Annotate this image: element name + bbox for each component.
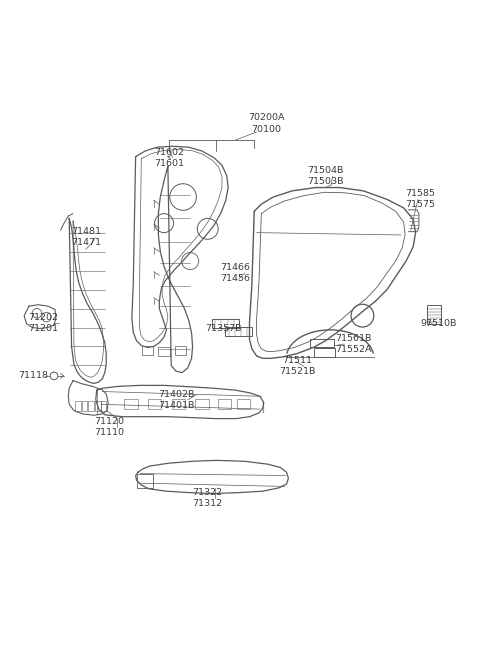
Bar xyxy=(427,305,441,324)
Text: 71511
71521B: 71511 71521B xyxy=(279,356,315,377)
Bar xyxy=(142,346,153,355)
Bar xyxy=(158,347,170,356)
Bar xyxy=(195,399,209,409)
Text: 71120
71110: 71120 71110 xyxy=(95,417,124,437)
Text: 71602
71601: 71602 71601 xyxy=(154,147,184,168)
Text: 71585
71575: 71585 71575 xyxy=(405,189,435,210)
Bar xyxy=(88,401,94,411)
Text: 97510B: 97510B xyxy=(420,319,456,328)
Bar xyxy=(148,399,161,409)
Bar xyxy=(313,348,335,357)
Text: 71481
71471: 71481 71471 xyxy=(71,227,101,248)
Bar xyxy=(137,474,153,488)
Bar xyxy=(82,401,87,411)
Bar xyxy=(310,339,334,347)
Bar xyxy=(100,401,106,411)
Text: 71402B
71401B: 71402B 71401B xyxy=(158,390,194,409)
Text: 71357B: 71357B xyxy=(205,324,241,333)
Bar xyxy=(218,399,231,409)
Bar xyxy=(172,399,185,409)
Bar xyxy=(212,319,239,328)
Text: 71202
71201: 71202 71201 xyxy=(28,312,58,333)
Text: 71504B
71503B: 71504B 71503B xyxy=(307,166,344,186)
Bar xyxy=(175,346,186,355)
Bar xyxy=(124,399,137,409)
Text: 71561B
71552A: 71561B 71552A xyxy=(336,334,372,354)
Bar xyxy=(75,401,81,411)
Text: 70200A
70100: 70200A 70100 xyxy=(248,113,284,134)
Bar xyxy=(225,327,252,336)
Text: 71466
71456: 71466 71456 xyxy=(220,263,250,283)
Bar xyxy=(237,399,251,409)
Text: 71118: 71118 xyxy=(19,371,48,381)
Bar xyxy=(95,401,100,411)
Text: 71322
71312: 71322 71312 xyxy=(192,488,222,508)
